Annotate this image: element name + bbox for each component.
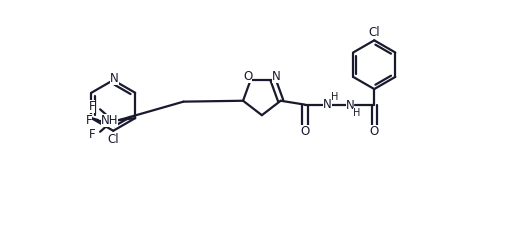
Text: NH: NH [101, 114, 118, 127]
Text: Cl: Cl [107, 133, 119, 146]
Text: Cl: Cl [369, 26, 380, 39]
Text: F: F [88, 128, 95, 141]
Text: H: H [331, 92, 338, 102]
Text: O: O [243, 70, 252, 83]
Text: N: N [323, 98, 332, 111]
Text: H: H [353, 109, 360, 118]
Text: O: O [370, 125, 379, 138]
Text: N: N [345, 99, 354, 112]
Text: N: N [110, 72, 119, 85]
Text: O: O [301, 125, 309, 138]
Text: F: F [86, 114, 93, 127]
Text: N: N [271, 70, 280, 83]
Text: F: F [88, 100, 95, 113]
